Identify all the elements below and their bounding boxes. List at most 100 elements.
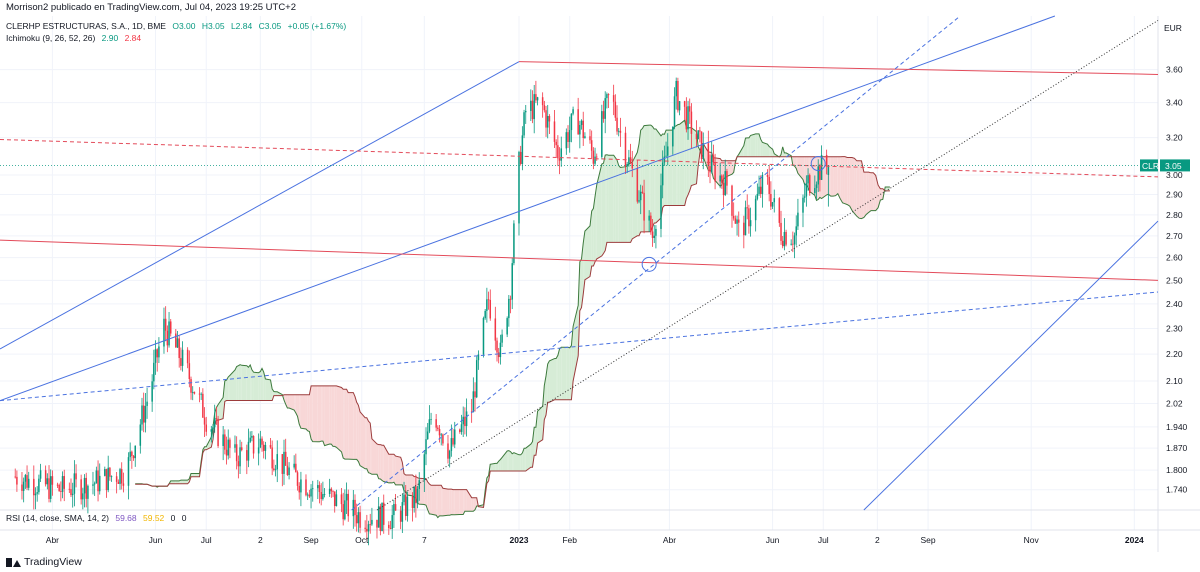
candle	[391, 504, 393, 539]
candle	[39, 463, 42, 483]
symbol-legend[interactable]: CLERHP ESTRUCTURAS, S.A., 1D, BME O3.00 …	[6, 21, 350, 31]
candle	[579, 120, 581, 149]
candle	[354, 494, 356, 527]
trend-line-drawings[interactable]	[0, 15, 1159, 511]
candle	[333, 491, 336, 513]
candle-body	[271, 447, 273, 469]
candle	[181, 341, 184, 372]
candle-body	[210, 429, 213, 432]
candle-body	[744, 207, 747, 236]
candle	[707, 130, 710, 178]
candle	[797, 198, 799, 230]
candle	[639, 184, 642, 215]
candle-body	[580, 120, 583, 125]
candle	[251, 430, 253, 442]
cloud-segment	[518, 454, 521, 471]
cloud-segment	[453, 489, 455, 515]
candle	[604, 91, 606, 134]
candle	[168, 312, 170, 348]
candle-body	[521, 135, 524, 164]
cloud-segment	[177, 480, 180, 484]
candle-body	[298, 485, 300, 493]
chart-canvas[interactable]: EUR 3.60 3.40 3.20 3.00 2.90 2.80 2.70 2.60 2.50 2…	[0, 0, 1200, 552]
time-axis[interactable]: Abr Jun Jul 2 Sep Oct 7 2023 Feb Abr Jun Jul 2 Sep Nov…	[46, 535, 1144, 545]
cloud-segment	[639, 130, 641, 236]
candle	[594, 147, 596, 166]
cloud-segment	[334, 385, 337, 448]
candle-body	[394, 504, 397, 511]
candle	[344, 489, 346, 521]
candle	[464, 407, 466, 435]
candle	[685, 97, 688, 133]
candle	[203, 407, 206, 438]
candle-body	[259, 438, 262, 448]
candle	[726, 168, 728, 195]
candle	[795, 215, 797, 246]
cloud-segment	[568, 347, 570, 400]
candle-body	[472, 391, 475, 413]
last-symbol-badge	[1140, 159, 1158, 172]
candle-body	[783, 231, 786, 247]
cloud-segment	[628, 162, 631, 243]
ichimoku-legend[interactable]: Ichimoku (9, 26, 52, 26) 2.90 2.84	[6, 33, 145, 43]
candle-body	[754, 198, 757, 221]
candle-body	[440, 434, 442, 436]
publisher-header: Morrison2 publicado en TradingView.com, …	[0, 0, 1200, 16]
price-tick-label: 3.00	[1166, 170, 1183, 180]
cloud-segment	[224, 380, 227, 402]
candle	[146, 387, 148, 419]
candle	[450, 424, 453, 457]
cloud-segment	[392, 454, 394, 483]
cloud-segment	[355, 396, 357, 460]
candle-body	[486, 299, 488, 311]
candle	[190, 376, 192, 400]
candle-body	[411, 496, 414, 509]
candle	[771, 202, 774, 210]
last-price-label: 3.05	[1165, 161, 1182, 171]
candle	[293, 455, 295, 470]
candle-body	[176, 338, 179, 348]
candle	[286, 456, 289, 476]
candle-body	[379, 506, 382, 532]
candle-body	[815, 184, 818, 189]
cloud-segment	[757, 133, 760, 157]
candle-body	[447, 443, 449, 459]
candle	[560, 136, 563, 167]
candle-body	[354, 499, 356, 516]
cloud-segment	[490, 463, 496, 471]
candle-body	[464, 416, 466, 427]
candle-body	[146, 401, 148, 406]
candle-body	[141, 405, 143, 425]
candle	[413, 486, 415, 513]
candle-body	[212, 427, 214, 430]
candle-body	[359, 512, 361, 528]
cloud-segment	[238, 364, 241, 401]
candle	[748, 204, 750, 234]
candle-body	[631, 162, 634, 169]
candle	[519, 145, 522, 166]
candle-body	[163, 318, 165, 347]
candle	[16, 470, 18, 492]
candle-body	[594, 156, 596, 164]
candle	[470, 398, 473, 423]
cloud-segment	[667, 130, 673, 206]
candle-body	[16, 476, 18, 485]
tradingview-logo[interactable]: TradingView	[6, 556, 82, 568]
last-price-badge	[1160, 159, 1190, 172]
candle	[357, 507, 360, 533]
cloud-segment	[613, 155, 616, 243]
candle-body	[506, 318, 508, 335]
rsi-legend[interactable]: RSI (14, close, SMA, 14, 2) 59.68 59.52 …	[6, 513, 191, 523]
cloud-segment	[380, 444, 383, 481]
price-axis[interactable]: EUR 3.60 3.40 3.20 3.00 2.90 2.80 2.70 2.60 2.50 2…	[1140, 23, 1190, 495]
candle-body	[628, 157, 630, 165]
candle	[536, 96, 539, 106]
candle-body	[690, 111, 693, 134]
candle-body	[344, 500, 346, 520]
candle-body	[712, 155, 715, 163]
candle	[364, 520, 366, 533]
candle-body	[778, 198, 781, 223]
cloud-segment	[336, 385, 342, 452]
cloud-segment	[557, 348, 560, 400]
candle-body	[661, 162, 664, 186]
